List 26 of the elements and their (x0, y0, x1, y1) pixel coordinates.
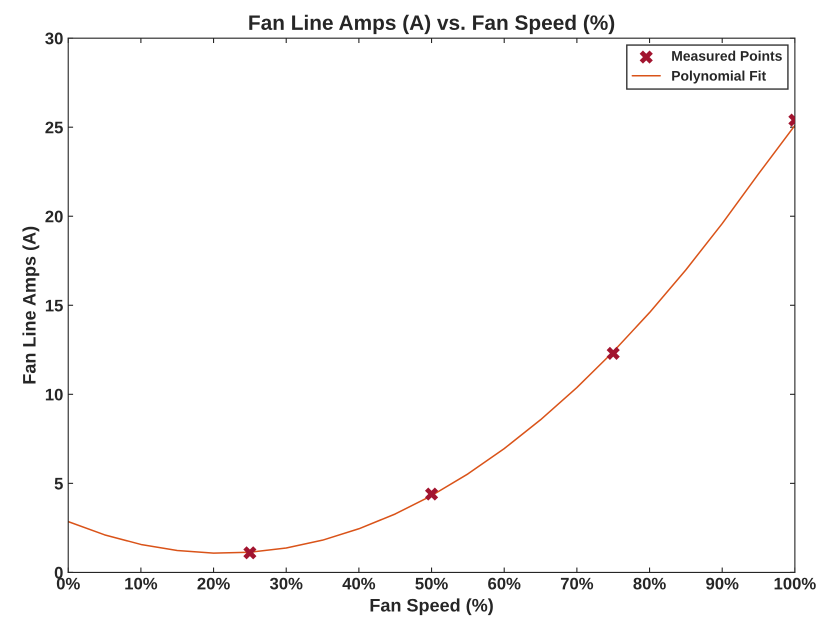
x-tick-label: 60% (488, 578, 520, 590)
x-axis-title: Fan Speed (%) (370, 598, 493, 616)
y-tick-label: 0 (54, 566, 63, 579)
point (606, 346, 620, 360)
legend-label: Measured Points (672, 50, 782, 61)
y-tick-label: 30 (45, 32, 63, 44)
x-tick-label: 30% (270, 578, 302, 590)
x-tick-label: 40% (342, 578, 376, 590)
x-tick-label: 0% (56, 578, 80, 590)
x-tick-label: 90% (706, 578, 738, 590)
legend-label: Polynomial Fit (672, 70, 766, 84)
point (424, 487, 438, 501)
x-tick-label: 100% (774, 578, 816, 590)
y-tick-label: 5 (54, 478, 63, 490)
point (243, 546, 256, 560)
x-tick-label: 80% (633, 578, 666, 590)
y-axis-title: Fan Line Amps (A) (22, 226, 40, 384)
x-tick-label: 20% (197, 578, 230, 590)
y-tick-label: 20 (45, 210, 63, 222)
x-tick-label: 50% (415, 578, 448, 590)
y-tick-label: 15 (46, 300, 63, 312)
y-tick-label: 10 (46, 388, 63, 401)
x-tick-label: 10% (125, 578, 158, 590)
y-tick-label: 25 (45, 122, 63, 134)
x-tick-label: 70% (560, 578, 594, 590)
chart-title: Fan Line Amps (A) vs. Fan Speed (%) (249, 14, 614, 34)
